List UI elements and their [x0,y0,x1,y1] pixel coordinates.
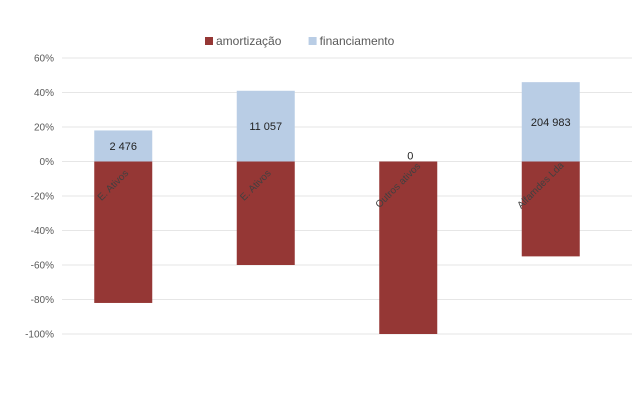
bar-financiamento[interactable] [521,82,580,162]
legend-item-amortizao[interactable]: amortização [205,34,282,48]
bar-amortizao[interactable] [379,161,438,335]
bar-financiamento[interactable] [236,90,295,162]
legend-label: amortização [216,34,282,48]
y-tick-label: -20% [31,192,54,203]
legend-item-financiamento[interactable]: financiamento [308,34,395,48]
y-tick-label: -60% [31,261,54,272]
y-tick-label: 20% [34,123,54,134]
legend-label: financiamento [320,34,395,48]
bar-amortizao[interactable] [236,161,295,266]
y-tick-label: 60% [34,54,54,65]
y-tick-label: 40% [34,88,54,99]
bar-amortizao[interactable] [521,161,580,257]
legend-swatch [205,37,213,45]
bar-financiamento[interactable] [94,130,153,162]
bar-amortizao[interactable] [94,161,153,303]
y-tick-label: -80% [31,295,54,306]
data-label: 0 [407,151,413,163]
grid-layer [62,57,632,335]
y-tick-label: -40% [31,226,54,237]
y-tick-label: 0% [40,157,55,168]
legend-swatch [308,37,317,45]
data-label: 2 476 [109,141,137,153]
data-label: 204 983 [531,117,571,129]
y-tick-label: -100% [25,330,54,341]
y-axis: 60% 40% 20% 0% -20% -40% -60% -80% -100% [25,54,54,341]
bars-layer [94,82,580,334]
data-label: 11 057 [249,121,282,133]
legend[interactable]: amortização financiamento [205,34,395,48]
